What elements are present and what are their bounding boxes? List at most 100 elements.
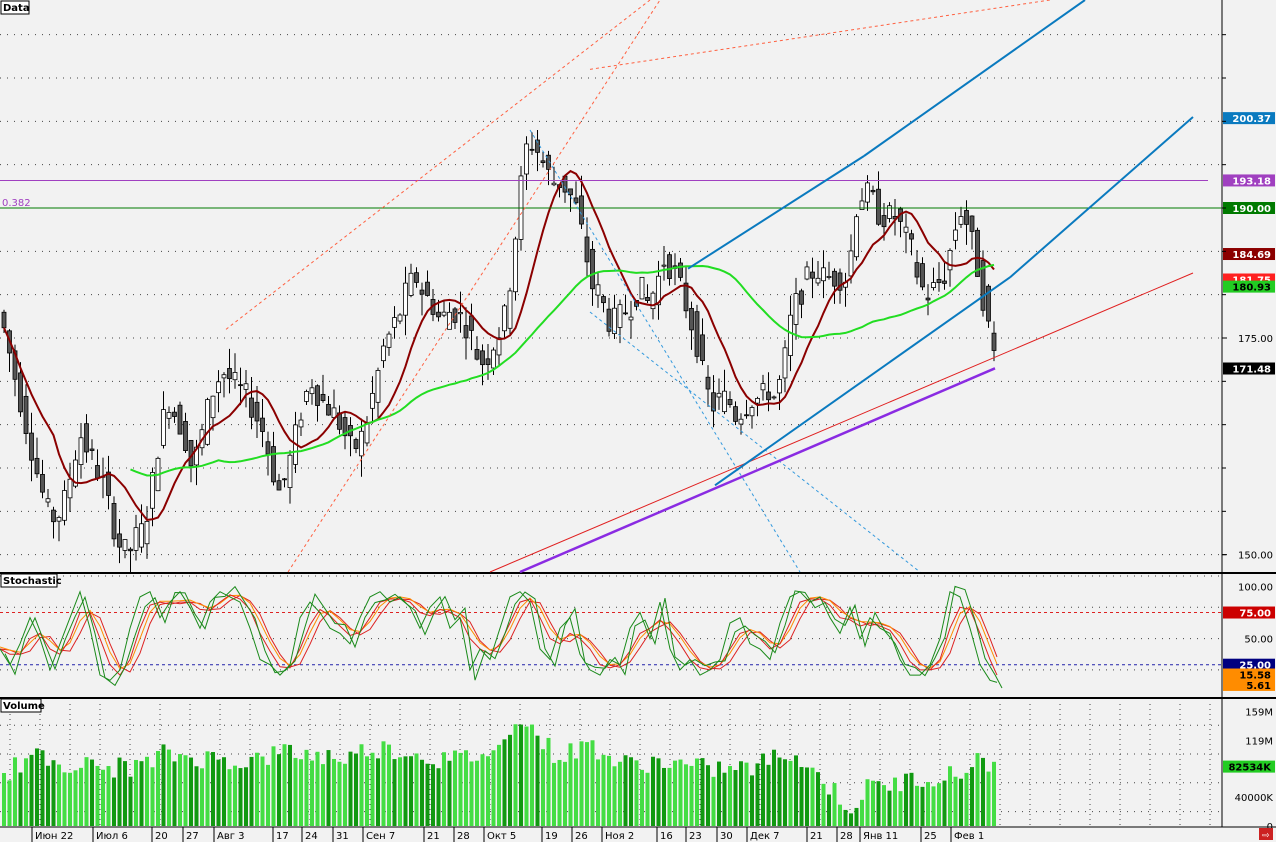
candle-body bbox=[870, 189, 876, 193]
volume-bar bbox=[205, 751, 210, 826]
date-label: 21 bbox=[427, 831, 440, 842]
candle-body bbox=[271, 446, 276, 483]
candle-body bbox=[711, 392, 716, 412]
candle-body bbox=[1, 311, 7, 329]
volume-bar bbox=[926, 782, 930, 826]
volume-bar bbox=[970, 767, 974, 826]
candle-body bbox=[474, 349, 480, 360]
volume-bar bbox=[788, 760, 793, 826]
stoch-k-line bbox=[0, 590, 998, 683]
candle-body bbox=[89, 448, 95, 451]
candle-body bbox=[122, 539, 128, 551]
price-tick-label: 175.00 bbox=[1238, 334, 1273, 345]
candle-body bbox=[524, 143, 529, 175]
date-label: Янв 11 bbox=[863, 831, 898, 842]
volume-bar bbox=[623, 755, 628, 826]
volume-panel-title: Volume bbox=[3, 701, 45, 712]
volume-bar bbox=[777, 757, 782, 826]
volume-bar bbox=[854, 807, 859, 826]
scroll-end-button[interactable] bbox=[1259, 828, 1273, 840]
candle-body bbox=[139, 523, 144, 548]
candle-body bbox=[243, 383, 249, 390]
candle-body bbox=[738, 418, 744, 425]
volume-panel bbox=[2, 724, 996, 826]
candle-body bbox=[755, 397, 760, 404]
volume-bar bbox=[277, 754, 281, 826]
candle-body bbox=[573, 197, 579, 204]
date-axis: Июн 22 Июл 6 20 27 Авг 3 17 24 31 Сен 7 21 28 Окт 5… bbox=[31, 827, 984, 842]
candle-body bbox=[408, 272, 414, 296]
volume-bar bbox=[722, 772, 727, 826]
volume-bar bbox=[376, 758, 380, 826]
candle-body bbox=[254, 401, 260, 422]
candle-body bbox=[353, 439, 359, 450]
volume-bar bbox=[288, 744, 292, 826]
candle-body bbox=[601, 296, 606, 304]
candle-body bbox=[551, 182, 557, 186]
volume-bar bbox=[51, 760, 56, 826]
volume-bar bbox=[728, 766, 732, 826]
volume-bar bbox=[409, 756, 413, 826]
candle-body bbox=[612, 307, 617, 334]
candle-body bbox=[166, 412, 172, 419]
volume-bar bbox=[574, 758, 578, 826]
candle-body bbox=[221, 374, 227, 379]
volume-bar bbox=[447, 760, 452, 826]
candle-body bbox=[496, 337, 502, 356]
stoch-label: 25.00 bbox=[1239, 661, 1271, 672]
candle-body bbox=[953, 229, 958, 241]
candle-body bbox=[914, 262, 920, 278]
candle-body bbox=[975, 229, 980, 277]
volume-bar bbox=[134, 759, 138, 826]
candle-body bbox=[320, 393, 326, 401]
candle-body bbox=[639, 276, 645, 300]
candle-body bbox=[854, 216, 859, 258]
volume-bar bbox=[178, 754, 182, 826]
candle-body bbox=[804, 266, 810, 280]
candle-body bbox=[947, 249, 953, 271]
candle-body bbox=[771, 396, 777, 399]
volume-bar bbox=[937, 783, 941, 826]
candle-body bbox=[205, 399, 210, 445]
candle-body bbox=[722, 390, 727, 413]
candle-body bbox=[991, 332, 997, 351]
candle-body bbox=[397, 314, 403, 322]
candle-body bbox=[936, 279, 942, 284]
volume-bar bbox=[629, 757, 633, 826]
date-label: Окт 5 bbox=[487, 831, 516, 842]
candle-body bbox=[623, 312, 628, 315]
volume-bar bbox=[381, 741, 386, 826]
volume-bar bbox=[128, 776, 133, 826]
date-label: 28 bbox=[457, 831, 470, 842]
volume-bar bbox=[7, 780, 12, 826]
candle-body bbox=[788, 314, 793, 356]
candle-body bbox=[144, 521, 150, 545]
candle-body bbox=[810, 271, 815, 279]
date-label: Дек 7 bbox=[750, 831, 780, 842]
volume-last-label: 82534K bbox=[1228, 763, 1272, 774]
candle-body bbox=[276, 480, 282, 491]
volume-bar bbox=[585, 742, 589, 826]
blue-channel-upper bbox=[687, 155, 865, 270]
candle-body bbox=[958, 216, 964, 225]
candle-body bbox=[656, 275, 661, 306]
volume-bar bbox=[211, 752, 215, 826]
stochastic-panel bbox=[0, 585, 1222, 689]
candle-body bbox=[265, 441, 271, 455]
volume-bar bbox=[464, 750, 468, 826]
volume-bar bbox=[799, 767, 804, 826]
price-label-box bbox=[1223, 202, 1275, 214]
volume-bar bbox=[750, 775, 754, 826]
date-label: Фев 1 bbox=[954, 831, 984, 842]
date-label: 30 bbox=[720, 831, 733, 842]
candle-body bbox=[485, 358, 491, 366]
volume-bar bbox=[546, 737, 551, 826]
volume-bar bbox=[810, 767, 815, 826]
volume-bar bbox=[673, 760, 677, 826]
candle-body bbox=[502, 305, 507, 332]
volume-bar bbox=[469, 761, 474, 826]
volume-bar bbox=[557, 759, 562, 826]
volume-bar bbox=[843, 809, 848, 826]
candle-body bbox=[645, 297, 650, 301]
volume-bar bbox=[618, 761, 622, 826]
